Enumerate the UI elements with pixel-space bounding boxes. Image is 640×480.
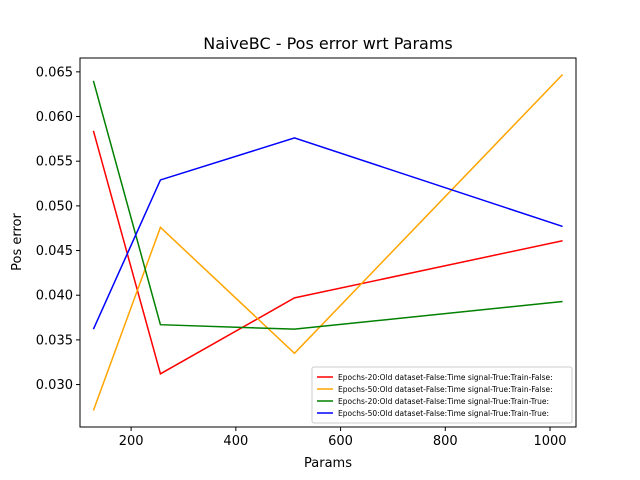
x-tick-label: 800	[433, 434, 458, 449]
legend-label-2: Epochs-50:Old dataset-False:Time signal-…	[338, 385, 553, 394]
y-tick-label: 0.045	[36, 244, 73, 259]
legend-label-3: Epochs-20:Old dataset-False:Time signal-…	[338, 397, 549, 406]
x-axis: 200 400 600 800 1000	[119, 427, 567, 449]
series-line-4	[92, 137, 563, 330]
series-line-3	[92, 80, 563, 330]
legend-label-1: Epochs-20:Old dataset-False:Time signal-…	[338, 373, 553, 382]
y-tick-label: 0.040	[36, 289, 73, 304]
y-tick-label: 0.030	[36, 378, 73, 393]
legend-label-4: Epochs-50:Old dataset-False:Time signal-…	[338, 409, 549, 418]
y-axis: 0.030 0.035 0.040 0.045 0.050 0.055 0.060 0.065	[36, 65, 80, 393]
y-tick-label: 0.065	[36, 65, 73, 80]
y-tick-label: 0.035	[36, 333, 73, 348]
x-tick-label: 1000	[533, 434, 566, 449]
legend: Epochs-20:Old dataset-False:Time signal-…	[311, 366, 573, 424]
y-tick-label: 0.050	[36, 199, 73, 214]
y-axis-label: Pos error	[10, 212, 25, 270]
series-line-2	[92, 74, 564, 411]
series-layer	[92, 74, 564, 411]
chart-title: NaiveBC - Pos error wrt Params	[203, 34, 453, 53]
y-tick-label: 0.060	[36, 110, 73, 125]
x-axis-label: Params	[304, 456, 352, 471]
plot-frame	[79, 57, 577, 428]
x-tick-label: 400	[223, 434, 248, 449]
x-tick-label: 200	[119, 434, 144, 449]
series-line-1	[92, 130, 563, 375]
y-tick-label: 0.055	[36, 155, 73, 170]
legend-box	[311, 366, 573, 424]
x-tick-label: 600	[328, 434, 353, 449]
